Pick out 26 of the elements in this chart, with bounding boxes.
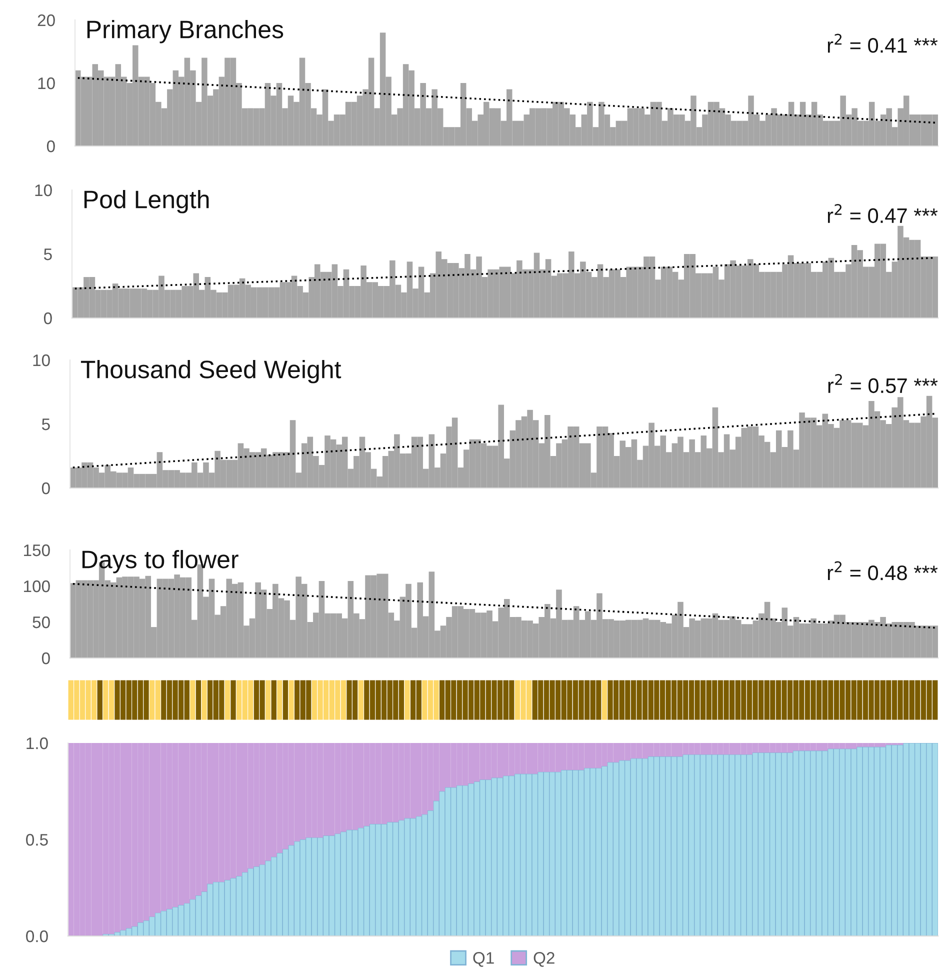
- legend-label: Q1: [473, 952, 494, 967]
- y-tick-label: 0: [42, 652, 50, 664]
- y-tick-label: 0.0: [26, 930, 48, 942]
- y-tick-label: 10: [33, 354, 50, 366]
- y-tick-label: 150: [24, 544, 50, 556]
- chart-title: Pod Length: [84, 190, 209, 214]
- y-tick-label: 0: [44, 312, 52, 324]
- y-tick-label: 20: [38, 14, 55, 26]
- annotation: r$^{2}$ = 0.41 ***: [828, 34, 938, 53]
- chart-title: Primary Branches: [87, 20, 284, 44]
- legend-label: Q2: [534, 952, 554, 967]
- y-tick-label: 5: [44, 248, 52, 260]
- annotation: r$^{2}$ = 0.47 ***: [828, 204, 938, 224]
- annotation: r$^{2}$ = 0.48 ***: [828, 561, 938, 580]
- y-tick-label: 0: [42, 482, 50, 494]
- chart-title: Thousand Seed Weight: [80, 360, 342, 384]
- y-tick-label: 10: [35, 184, 52, 196]
- y-tick-label: 1.0: [26, 737, 48, 750]
- y-tick-label: 50: [32, 616, 50, 628]
- y-tick-label: 0.5: [26, 834, 48, 846]
- y-tick-label: 10: [38, 77, 55, 90]
- y-tick-label: 0: [46, 140, 55, 152]
- annotation: r$^{2}$ = 0.57 ***: [828, 374, 938, 394]
- y-tick-label: 5: [42, 418, 50, 430]
- y-tick-label: 100: [24, 580, 50, 592]
- chart-title: Days to flower: [82, 550, 238, 574]
